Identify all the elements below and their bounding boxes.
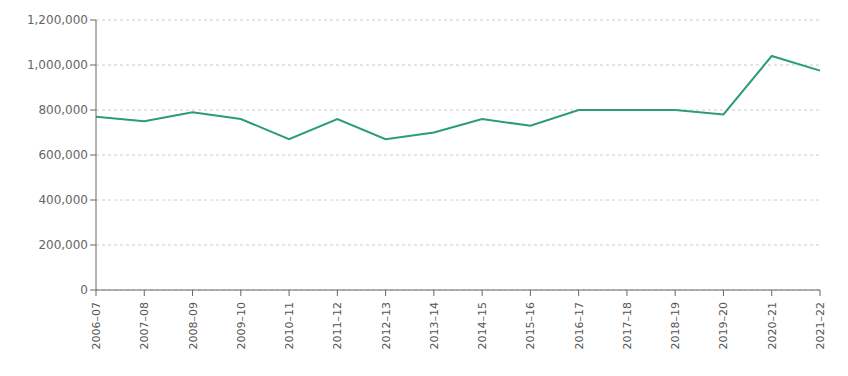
- svg-text:800,000: 800,000: [38, 103, 88, 117]
- svg-text:2008–09: 2008–09: [187, 302, 200, 350]
- svg-text:2006–07: 2006–07: [90, 302, 103, 350]
- svg-text:2011–12: 2011–12: [331, 302, 344, 350]
- svg-text:2015–16: 2015–16: [524, 302, 537, 350]
- svg-text:2013–14: 2013–14: [428, 302, 441, 350]
- svg-text:1,200,000: 1,200,000: [27, 13, 88, 27]
- svg-text:2009–10: 2009–10: [235, 302, 248, 350]
- svg-text:200,000: 200,000: [38, 238, 88, 252]
- svg-text:2016–17: 2016–17: [573, 302, 586, 350]
- svg-text:2007–08: 2007–08: [138, 302, 151, 350]
- svg-text:400,000: 400,000: [38, 193, 88, 207]
- svg-text:2021–22: 2021–22: [814, 302, 827, 350]
- svg-text:2010–11: 2010–11: [283, 302, 296, 350]
- svg-text:2014–15: 2014–15: [476, 302, 489, 350]
- svg-text:2019–20: 2019–20: [717, 302, 730, 350]
- svg-text:0: 0: [80, 283, 88, 297]
- svg-text:2020–21: 2020–21: [766, 302, 779, 350]
- svg-text:2012–13: 2012–13: [380, 302, 393, 350]
- svg-text:2017–18: 2017–18: [621, 302, 634, 350]
- svg-text:600,000: 600,000: [38, 148, 88, 162]
- svg-text:1,000,000: 1,000,000: [27, 58, 88, 72]
- svg-text:2018–19: 2018–19: [669, 302, 682, 350]
